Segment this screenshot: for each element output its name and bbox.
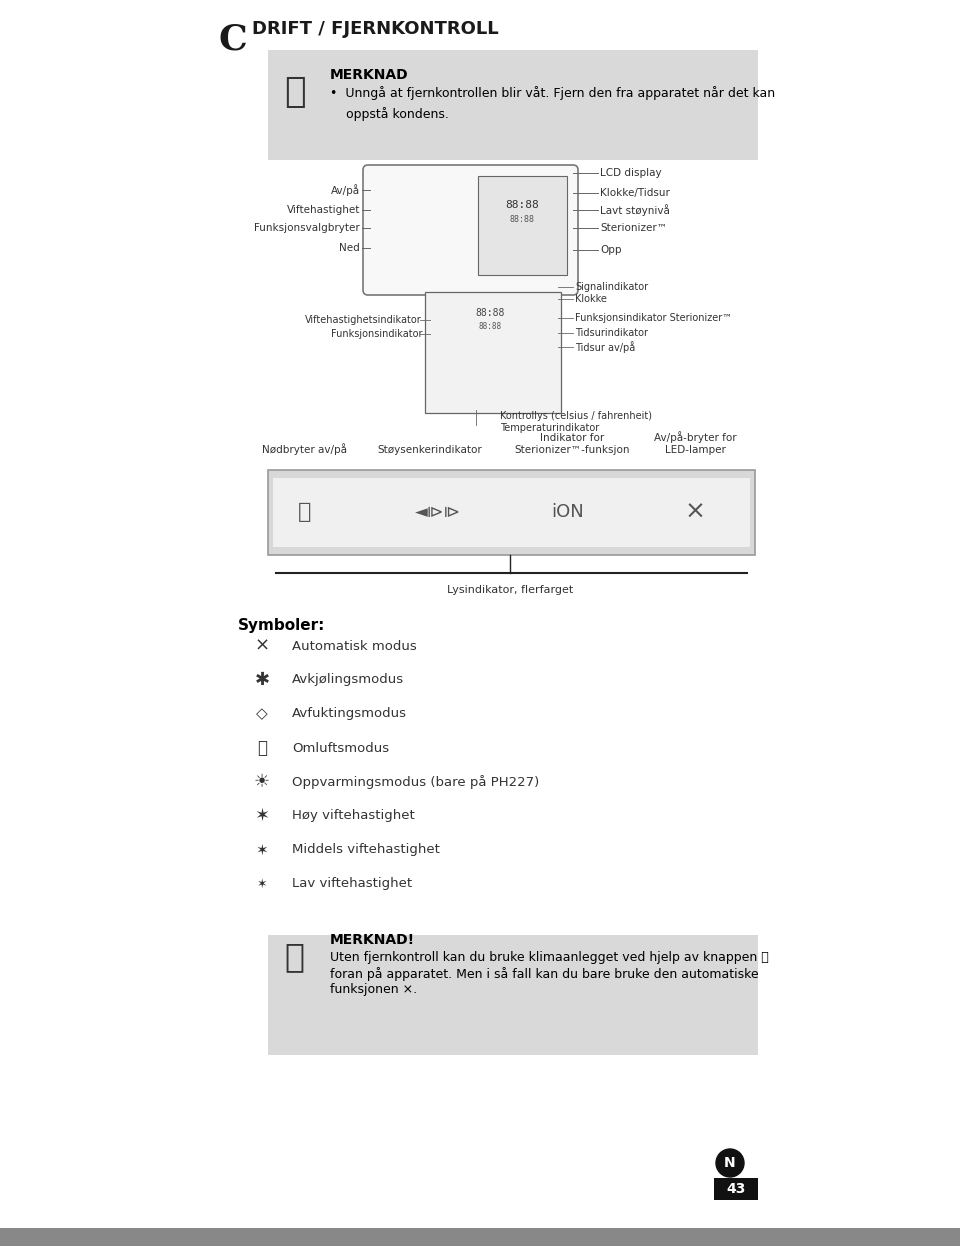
Text: ⨯: ⨯ <box>254 637 270 655</box>
Bar <box>714 1177 758 1200</box>
Text: ➿: ➿ <box>257 739 267 758</box>
Text: Høy viftehastighet: Høy viftehastighet <box>292 810 415 822</box>
Text: MERKNAD!: MERKNAD! <box>330 933 415 947</box>
FancyBboxPatch shape <box>425 292 561 412</box>
Text: Klokke: Klokke <box>575 294 607 304</box>
Circle shape <box>716 1149 744 1177</box>
Text: Av/på-bryter for
LED-lamper: Av/på-bryter for LED-lamper <box>654 431 736 455</box>
Text: 👉: 👉 <box>284 75 305 108</box>
Text: Lysindikator, flerfarget: Lysindikator, flerfarget <box>446 586 573 596</box>
Text: ✶: ✶ <box>254 807 270 825</box>
Text: Temperaturindikator: Temperaturindikator <box>500 422 599 434</box>
Text: foran på apparatet. Men i så fall kan du bare bruke den automatiske: foran på apparatet. Men i så fall kan du… <box>330 967 758 981</box>
FancyBboxPatch shape <box>268 934 758 1055</box>
Text: Tidsur av/på: Tidsur av/på <box>575 341 636 353</box>
Text: Av/på: Av/på <box>331 184 360 196</box>
Text: ⏻: ⏻ <box>299 502 312 522</box>
Text: Viftehastighet: Viftehastighet <box>287 206 360 216</box>
Text: Funksjonsindikator Sterionizer™: Funksjonsindikator Sterionizer™ <box>575 313 732 323</box>
Text: •  Unngå at fjernkontrollen blir våt. Fjern den fra apparatet når det kan
    op: • Unngå at fjernkontrollen blir våt. Fje… <box>330 86 775 121</box>
Text: Kontrollys (celsius / fahrenheit): Kontrollys (celsius / fahrenheit) <box>500 411 652 421</box>
Text: Klokke/Tidsur: Klokke/Tidsur <box>600 188 670 198</box>
Text: Signalindikator: Signalindikator <box>575 282 648 292</box>
Text: Oppvarmingsmodus (bare på PH227): Oppvarmingsmodus (bare på PH227) <box>292 775 540 789</box>
FancyBboxPatch shape <box>268 50 758 159</box>
Text: 👉: 👉 <box>284 939 304 973</box>
Bar <box>0 1229 960 1246</box>
FancyBboxPatch shape <box>478 176 567 275</box>
Text: Opp: Opp <box>600 245 621 255</box>
Text: Nødbryter av/på: Nødbryter av/på <box>262 444 348 455</box>
Text: Viftehastighetsindikator: Viftehastighetsindikator <box>305 315 422 325</box>
Text: 43: 43 <box>727 1182 746 1196</box>
Text: Automatisk modus: Automatisk modus <box>292 639 417 653</box>
Text: ◇: ◇ <box>256 706 268 721</box>
FancyBboxPatch shape <box>363 164 578 295</box>
Text: Tidsurindikator: Tidsurindikator <box>575 328 648 338</box>
FancyBboxPatch shape <box>273 478 750 547</box>
Text: ◄⧐⧐: ◄⧐⧐ <box>415 503 461 521</box>
Text: Funksjonsindikator: Funksjonsindikator <box>330 329 422 339</box>
Text: 88:88: 88:88 <box>478 321 501 331</box>
Text: ✱: ✱ <box>254 672 270 689</box>
Text: iON: iON <box>552 503 585 521</box>
Text: C: C <box>218 22 247 56</box>
Text: Sterionizer™: Sterionizer™ <box>600 223 667 233</box>
Text: ✶: ✶ <box>255 842 269 857</box>
Text: ☀: ☀ <box>254 773 270 791</box>
Text: funksjonen ⨯.: funksjonen ⨯. <box>330 983 418 996</box>
Text: Uten fjernkontroll kan du bruke klimaanlegget ved hjelp av knappen ⏻: Uten fjernkontroll kan du bruke klimaanl… <box>330 951 769 964</box>
Text: MERKNAD: MERKNAD <box>330 69 409 82</box>
Text: Lavt støynivå: Lavt støynivå <box>600 204 670 216</box>
Text: Symboler:: Symboler: <box>238 618 325 633</box>
Text: Funksjonsvalgbryter: Funksjonsvalgbryter <box>254 223 360 233</box>
Text: Avkjølingsmodus: Avkjølingsmodus <box>292 674 404 687</box>
Text: Avfuktingsmodus: Avfuktingsmodus <box>292 708 407 720</box>
Text: ✶: ✶ <box>256 877 267 891</box>
Text: 88:88: 88:88 <box>510 216 535 224</box>
Text: Middels viftehastighet: Middels viftehastighet <box>292 844 440 856</box>
Text: Omluftsmodus: Omluftsmodus <box>292 741 389 755</box>
Text: 88:88: 88:88 <box>475 308 505 318</box>
FancyBboxPatch shape <box>268 470 755 554</box>
Text: Ned: Ned <box>339 243 360 253</box>
Text: Lav viftehastighet: Lav viftehastighet <box>292 877 412 891</box>
Text: N: N <box>724 1156 735 1170</box>
Text: 88:88: 88:88 <box>505 201 539 211</box>
Text: Indikator for
Sterionizer™-funksjon: Indikator for Sterionizer™-funksjon <box>515 432 630 455</box>
Text: Støysenkerindikator: Støysenkerindikator <box>377 445 482 455</box>
Text: ⨯: ⨯ <box>684 500 706 525</box>
Text: LCD display: LCD display <box>600 168 661 178</box>
Text: DRIFT / FJERNKONTROLL: DRIFT / FJERNKONTROLL <box>252 20 498 37</box>
